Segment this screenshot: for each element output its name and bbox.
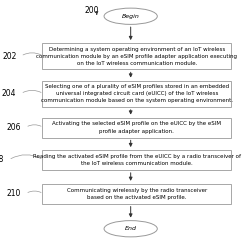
Text: Activating the selected eSIM profile on the eUICC by the eSIM
profile adapter ap: Activating the selected eSIM profile on …: [52, 122, 221, 134]
Text: 208: 208: [0, 156, 4, 164]
Text: 200: 200: [85, 6, 99, 15]
FancyBboxPatch shape: [42, 118, 231, 138]
Text: Reading the activated eSIM profile from the eUICC by a radio transceiver of
the : Reading the activated eSIM profile from …: [33, 154, 241, 166]
Text: 210: 210: [7, 189, 21, 198]
Ellipse shape: [104, 8, 157, 24]
Text: 206: 206: [7, 123, 21, 132]
FancyBboxPatch shape: [42, 43, 231, 69]
Text: Communicating wirelessly by the radio transceiver
based on the activated eSIM pr: Communicating wirelessly by the radio tr…: [67, 188, 207, 200]
Text: Selecting one of a plurality of eSIM profiles stored in an embedded
universal in: Selecting one of a plurality of eSIM pro…: [41, 84, 233, 103]
Text: Begin: Begin: [122, 14, 140, 19]
FancyBboxPatch shape: [42, 184, 231, 204]
Text: End: End: [125, 226, 137, 231]
FancyBboxPatch shape: [42, 150, 231, 170]
Text: 202: 202: [2, 52, 16, 61]
Text: Determining a system operating environment of an IoT wireless
communication modu: Determining a system operating environme…: [36, 47, 237, 66]
Text: 204: 204: [2, 89, 16, 98]
FancyBboxPatch shape: [42, 80, 231, 107]
Ellipse shape: [104, 220, 157, 237]
